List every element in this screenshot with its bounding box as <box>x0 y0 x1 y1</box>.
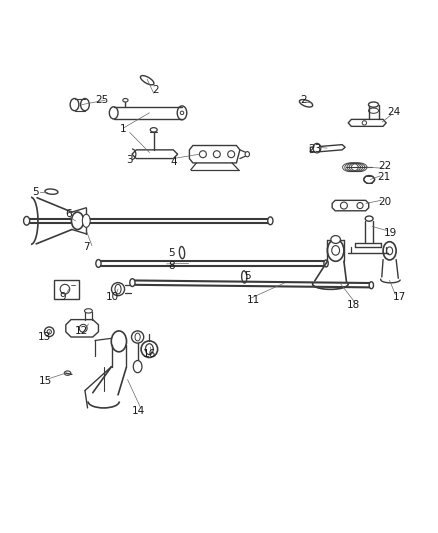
Ellipse shape <box>145 344 153 354</box>
Ellipse shape <box>123 99 128 102</box>
Ellipse shape <box>242 271 247 283</box>
Ellipse shape <box>115 284 121 294</box>
Text: 25: 25 <box>95 95 108 105</box>
Text: 5: 5 <box>244 271 251 281</box>
Text: 10: 10 <box>106 292 119 302</box>
Ellipse shape <box>331 236 340 244</box>
Ellipse shape <box>135 333 140 341</box>
Ellipse shape <box>130 279 135 287</box>
Ellipse shape <box>141 76 154 85</box>
Ellipse shape <box>368 102 378 107</box>
Text: 3: 3 <box>127 155 133 165</box>
Text: 13: 13 <box>37 332 51 342</box>
Ellipse shape <box>70 99 79 111</box>
Ellipse shape <box>324 260 328 267</box>
Text: 22: 22 <box>378 161 392 172</box>
Ellipse shape <box>369 282 374 289</box>
Text: 18: 18 <box>347 300 360 310</box>
Polygon shape <box>189 146 240 163</box>
Text: 5: 5 <box>168 248 174 259</box>
Ellipse shape <box>245 151 250 157</box>
Polygon shape <box>332 200 369 211</box>
Ellipse shape <box>131 331 144 343</box>
Ellipse shape <box>179 246 185 259</box>
Text: 4: 4 <box>170 157 177 167</box>
Text: 2: 2 <box>152 85 159 95</box>
Ellipse shape <box>268 217 273 225</box>
Polygon shape <box>348 119 386 126</box>
Ellipse shape <box>24 216 30 225</box>
Ellipse shape <box>141 341 158 358</box>
Ellipse shape <box>365 216 373 221</box>
Text: 16: 16 <box>143 350 156 359</box>
Text: 19: 19 <box>384 228 398 238</box>
Text: 14: 14 <box>132 406 145 416</box>
Text: 6: 6 <box>66 209 72 219</box>
Text: 9: 9 <box>59 292 66 302</box>
Ellipse shape <box>111 331 127 352</box>
Ellipse shape <box>383 241 396 260</box>
Text: 7: 7 <box>83 242 89 252</box>
Text: 24: 24 <box>387 107 401 117</box>
Ellipse shape <box>112 282 124 296</box>
Text: 17: 17 <box>393 292 406 302</box>
Ellipse shape <box>82 214 90 228</box>
Ellipse shape <box>133 360 142 373</box>
Text: 5: 5 <box>32 187 39 197</box>
Text: 21: 21 <box>377 172 390 182</box>
Ellipse shape <box>96 260 101 268</box>
Polygon shape <box>132 150 178 158</box>
Ellipse shape <box>45 327 54 336</box>
Polygon shape <box>311 144 345 152</box>
Text: 2: 2 <box>300 95 307 105</box>
Ellipse shape <box>327 239 344 261</box>
Text: 8: 8 <box>168 261 174 271</box>
Text: 15: 15 <box>39 376 53 385</box>
Text: 23: 23 <box>308 144 321 154</box>
Text: 11: 11 <box>247 295 261 305</box>
Ellipse shape <box>45 189 58 195</box>
Polygon shape <box>66 320 99 337</box>
Ellipse shape <box>364 175 374 183</box>
Ellipse shape <box>300 100 313 107</box>
Ellipse shape <box>110 107 118 119</box>
Ellipse shape <box>71 212 84 230</box>
Ellipse shape <box>85 309 92 313</box>
Text: 1: 1 <box>120 124 127 134</box>
Polygon shape <box>54 279 79 298</box>
Text: 20: 20 <box>378 197 391 207</box>
Ellipse shape <box>150 128 157 132</box>
Ellipse shape <box>81 99 89 111</box>
Ellipse shape <box>313 143 321 153</box>
Ellipse shape <box>177 106 187 120</box>
Text: 12: 12 <box>75 326 88 336</box>
